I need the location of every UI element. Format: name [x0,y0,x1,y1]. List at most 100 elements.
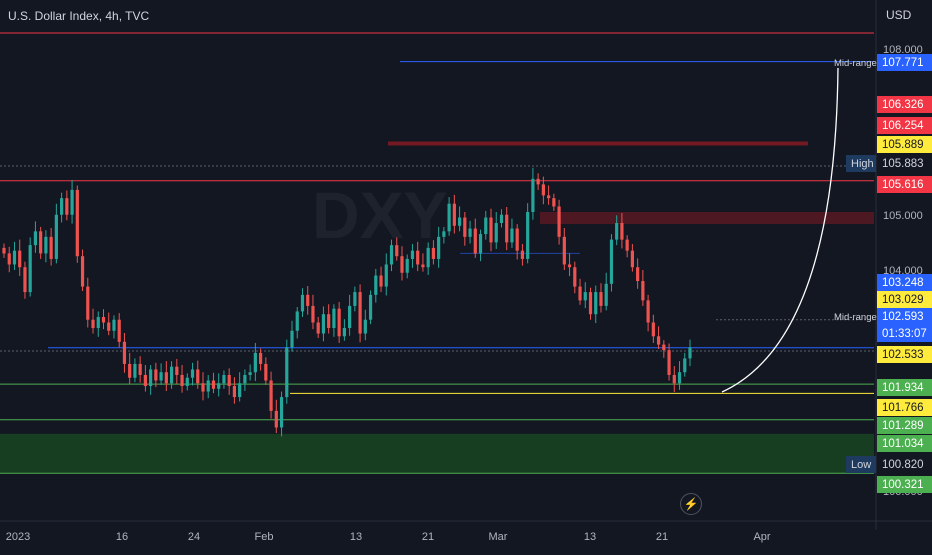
candle-body [688,347,692,359]
price-tag-label: 100.321 [882,479,924,491]
price-tag[interactable] [877,54,932,71]
lightning-icon[interactable]: ⚡ [680,493,702,515]
price-tag[interactable] [877,325,932,342]
candle-body [416,250,420,265]
candle-body [290,330,294,348]
candle-body [651,322,655,337]
price-tag[interactable] [877,308,932,325]
price-tag-label: 106.254 [882,120,924,132]
candle-body [44,236,48,254]
candle-body [185,377,189,387]
candle-body [348,305,352,329]
currency-label[interactable]: USD [886,8,912,22]
candle-body [489,217,493,243]
time-axis-tick: 21 [422,531,434,543]
candle-body [96,316,100,329]
candle-body [243,374,247,384]
price-tag[interactable] [877,476,932,493]
price-tag-label: 103.029 [882,294,924,306]
candle-body [253,352,257,373]
candle-body [662,344,666,351]
time-axis-tick: 2023 [6,531,30,543]
time-axis-tick: 13 [350,531,362,543]
candle-body [75,189,79,257]
candle-body [672,374,676,384]
time-axis-tick: 24 [188,531,200,543]
price-tag[interactable] [877,456,932,473]
candle-body [353,292,357,306]
candle-body [306,294,310,306]
price-tag[interactable] [877,155,932,172]
candle-body [2,247,6,254]
price-tag[interactable] [877,435,932,452]
candle-body [128,363,132,378]
candle-body [258,352,263,364]
candle-body [206,380,210,392]
price-tag[interactable] [877,399,932,416]
price-tag-label: 101.034 [882,438,924,450]
price-tag[interactable] [877,417,932,434]
mid-range-label: Mid-range [834,58,877,69]
candle-body [515,228,519,251]
candle-body [107,322,111,331]
candle-body [374,275,378,295]
candle-body [410,250,415,259]
price-tag[interactable] [877,136,932,153]
candle-body [196,369,200,384]
price-tag-label: 100.820 [882,459,924,471]
candle-body [227,374,231,387]
price-axis-tick: 108.000 [883,44,923,56]
candle-body [536,178,540,185]
candle-body [457,217,462,226]
candle-body [447,203,451,232]
candle-body [86,286,90,320]
candle-body [285,347,289,398]
price-tag[interactable] [877,274,932,291]
candle-body [431,247,436,259]
price-tag[interactable] [877,346,932,363]
price-tag-label: 103.248 [882,277,924,289]
supply-zone-lower [540,211,874,224]
candle-body [143,374,147,387]
candle-body [505,214,509,243]
candle-body [101,316,106,323]
candle-body [23,267,27,293]
candle-body [389,245,394,265]
price-tag-label: 102.533 [882,349,924,361]
candle-body [531,178,535,212]
candle-body [400,256,404,273]
candle-body [190,369,195,378]
candle-body [180,374,184,387]
price-tag[interactable] [877,117,932,134]
candle-body [620,223,624,240]
candle-body [368,294,373,320]
candle-body [405,258,409,273]
price-tag[interactable] [877,96,932,113]
price-tag-label: 101.289 [882,420,924,432]
candle-body [473,228,477,254]
candle-body [222,374,226,384]
candle-body [28,245,32,293]
time-axis-tick: 13 [584,531,596,543]
candle-body [641,281,645,301]
candle-body [264,363,268,381]
candle-body [426,247,430,268]
candle-body [91,319,95,329]
candle-body [588,292,593,315]
price-tag-label: 102.593 [882,311,924,323]
candle-body [138,363,142,375]
symbol-watermark: DXY [312,178,448,252]
level-badge [846,155,876,172]
candle-body [159,372,163,381]
candle-body [615,223,619,240]
price-tag[interactable] [877,291,932,308]
price-tag[interactable] [877,379,932,396]
supply-zone-upper [388,141,808,146]
candle-body [232,386,237,398]
candle-body [499,214,504,224]
candle-body [609,239,614,284]
candle-body [80,256,85,287]
price-tag[interactable] [877,176,932,193]
